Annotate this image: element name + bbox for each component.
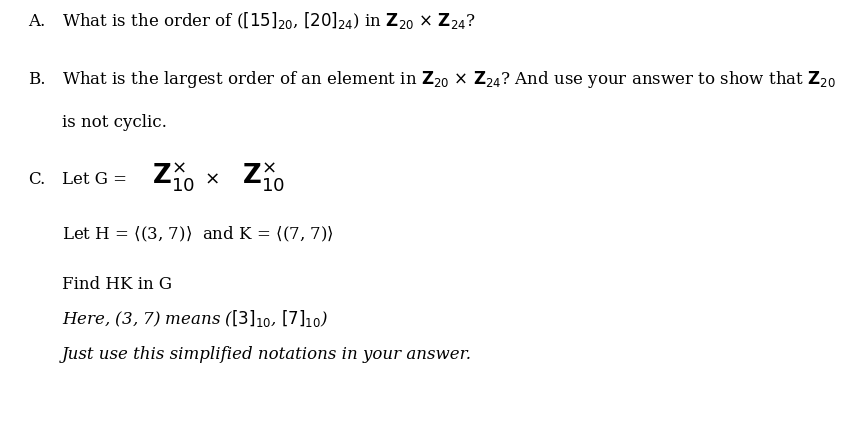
Text: Let G =: Let G = xyxy=(62,171,132,188)
Text: C.: C. xyxy=(28,171,46,188)
Text: A.: A. xyxy=(28,13,46,30)
Text: Let H = $\langle$(3, 7)$\rangle$  and K = $\langle$(7, 7)$\rangle$: Let H = $\langle$(3, 7)$\rangle$ and K =… xyxy=(62,224,334,244)
Text: Here, (3, 7) means ($[3]_{10}$, $[7]_{10}$): Here, (3, 7) means ($[3]_{10}$, $[7]_{10… xyxy=(62,308,328,329)
Text: Just use this simplified notations in your answer.: Just use this simplified notations in yo… xyxy=(62,346,472,363)
Text: Find HK in G: Find HK in G xyxy=(62,276,172,293)
Text: $\times$: $\times$ xyxy=(204,170,219,188)
Text: is not cyclic.: is not cyclic. xyxy=(62,114,167,131)
Text: $\mathbf{Z}_{10}^{\times}$: $\mathbf{Z}_{10}^{\times}$ xyxy=(242,160,285,194)
Text: What is the largest order of an element in $\mathbf{Z}_{20}$ $\times$ $\mathbf{Z: What is the largest order of an element … xyxy=(62,69,843,90)
Text: $\mathbf{Z}_{10}^{\times}$: $\mathbf{Z}_{10}^{\times}$ xyxy=(152,160,195,194)
Text: What is the order of ($[15]_{20}$, $[20]_{24}$) in $\mathbf{Z}_{20}$ $\times$ $\: What is the order of ($[15]_{20}$, $[20]… xyxy=(62,10,475,31)
Text: B.: B. xyxy=(28,71,46,88)
